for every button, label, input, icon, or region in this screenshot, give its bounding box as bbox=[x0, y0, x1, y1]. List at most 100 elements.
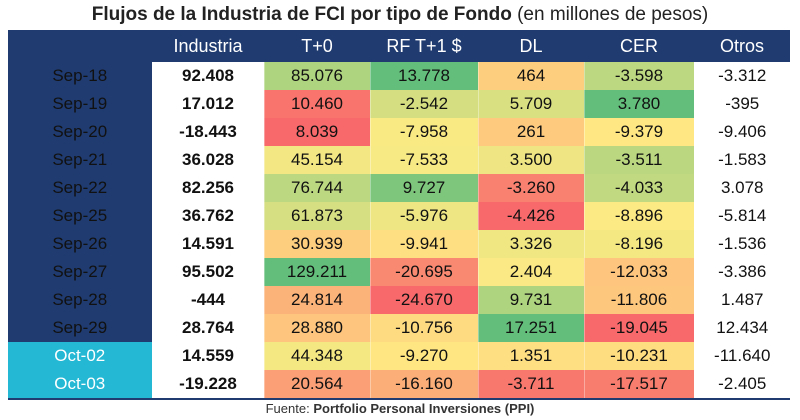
header-corner bbox=[8, 30, 152, 62]
row-label: Sep-28 bbox=[8, 286, 152, 314]
table-cell: -11.640 bbox=[693, 342, 790, 370]
row-label: Sep-19 bbox=[8, 90, 152, 118]
row-label: Sep-18 bbox=[8, 62, 152, 90]
table-cell: 82.256 bbox=[151, 174, 264, 202]
table-cell: -3.260 bbox=[477, 174, 584, 202]
table-cell: 9.727 bbox=[369, 174, 478, 202]
row-label: Oct-02 bbox=[8, 342, 152, 370]
table-cell: -10.231 bbox=[583, 342, 694, 370]
table-cell: 28.764 bbox=[151, 314, 264, 342]
table-cell: -3.312 bbox=[693, 62, 790, 90]
table-cell: 1.351 bbox=[477, 342, 584, 370]
table-cell: 261 bbox=[477, 118, 584, 146]
table-cell: 28.880 bbox=[263, 314, 370, 342]
row-label: Sep-22 bbox=[8, 174, 152, 202]
table-cell: 24.814 bbox=[263, 286, 370, 314]
row-label: Sep-21 bbox=[8, 146, 152, 174]
table-cell: -3.711 bbox=[477, 370, 584, 398]
table-cell: 3.500 bbox=[477, 146, 584, 174]
table-cell: -12.033 bbox=[583, 258, 694, 286]
table-cell: 1.487 bbox=[693, 286, 790, 314]
table-cell: -20.695 bbox=[369, 258, 478, 286]
table-cell: 95.502 bbox=[151, 258, 264, 286]
table-cell: -9.270 bbox=[369, 342, 478, 370]
table-cell: -9.379 bbox=[583, 118, 694, 146]
title-main: Flujos de la Industria de FCI por tipo d… bbox=[91, 4, 512, 25]
table-cell: -5.814 bbox=[693, 202, 790, 230]
table-cell: 3.326 bbox=[477, 230, 584, 258]
table-cell: 76.744 bbox=[263, 174, 370, 202]
column-header: Otros bbox=[694, 30, 790, 62]
table-cell: 30.939 bbox=[263, 230, 370, 258]
flows-table: Industria T+0 RF T+1 $ DL CER Otros Sep-18 92.… bbox=[8, 30, 790, 398]
table-cell: 85.076 bbox=[263, 62, 370, 90]
row-label: Sep-27 bbox=[8, 258, 152, 286]
table-cell: 3.078 bbox=[693, 174, 790, 202]
table-cell: 129.211 bbox=[263, 258, 370, 286]
table-cell: -8.896 bbox=[583, 202, 694, 230]
table-cell: -24.670 bbox=[369, 286, 478, 314]
source-prefix: Fuente: bbox=[265, 401, 310, 416]
table-cell: -5.976 bbox=[369, 202, 478, 230]
table-row: Oct-02 14.559 44.348 -9.270 1.351 -10.231 -11.… bbox=[8, 342, 790, 370]
table-row: Sep-19 17.012 10.460 -2.542 5.709 3.780 -395 bbox=[8, 90, 790, 118]
table-cell: 36.762 bbox=[151, 202, 264, 230]
table-row: Sep-28 -444 24.814 -24.670 9.731 -11.806 1.487 bbox=[8, 286, 790, 314]
row-label: Sep-29 bbox=[8, 314, 152, 342]
source-note: Fuente: Portfolio Personal Inversiones (… bbox=[0, 401, 800, 416]
row-label: Sep-20 bbox=[8, 118, 152, 146]
table-cell: -1.536 bbox=[693, 230, 790, 258]
table-cell: 2.404 bbox=[477, 258, 584, 286]
table-cell: -395 bbox=[693, 90, 790, 118]
title-sub: (en millones de pesos) bbox=[517, 4, 709, 25]
row-label: Oct-03 bbox=[8, 370, 152, 398]
header-row: Industria T+0 RF T+1 $ DL CER Otros bbox=[8, 30, 790, 62]
table-cell: -19.045 bbox=[583, 314, 694, 342]
table-cell: -3.598 bbox=[583, 62, 694, 90]
table-row: Sep-29 28.764 28.880 -10.756 17.251 -19.045 12… bbox=[8, 314, 790, 342]
table-row: Sep-27 95.502 129.211 -20.695 2.404 -12.033 -3… bbox=[8, 258, 790, 286]
table-cell: -3.511 bbox=[583, 146, 694, 174]
table-row: Oct-03 -19.228 20.564 -16.160 -3.711 -17.517-… bbox=[8, 370, 790, 398]
table-cell: -16.160 bbox=[369, 370, 478, 398]
row-label: Sep-25 bbox=[8, 202, 152, 230]
column-header: Industria bbox=[152, 30, 264, 62]
table-row: Sep-18 92.408 85.076 13.778 464 -3.598 -3.312 bbox=[8, 62, 790, 90]
table-cell: 3.780 bbox=[583, 90, 694, 118]
table-cell: 464 bbox=[477, 62, 584, 90]
table-cell: -8.196 bbox=[583, 230, 694, 258]
table-cell: -7.533 bbox=[369, 146, 478, 174]
table-row: Sep-25 36.762 61.873 -5.976 -4.426 -8.896 -5.8… bbox=[8, 202, 790, 230]
table-cell: 14.559 bbox=[151, 342, 264, 370]
column-header: RF T+1 $ bbox=[370, 30, 478, 62]
column-header: T+0 bbox=[264, 30, 370, 62]
table-cell: 45.154 bbox=[263, 146, 370, 174]
table-row: Sep-20 -18.443 8.039 -7.958 261 -9.379 -9.406 bbox=[8, 118, 790, 146]
source-name: Portfolio Personal Inversiones (PPI) bbox=[313, 401, 535, 416]
chart-title: Flujos de la Industria de FCI por tipo d… bbox=[0, 4, 800, 26]
column-header: CER bbox=[584, 30, 694, 62]
table-cell: 10.460 bbox=[263, 90, 370, 118]
table-cell: 17.251 bbox=[477, 314, 584, 342]
table-cell: -11.806 bbox=[583, 286, 694, 314]
table-cell: -3.386 bbox=[693, 258, 790, 286]
table-cell: 12.434 bbox=[693, 314, 790, 342]
table-cell: 44.348 bbox=[263, 342, 370, 370]
table-cell: 61.873 bbox=[263, 202, 370, 230]
table-cell: -2.542 bbox=[369, 90, 478, 118]
column-header: DL bbox=[478, 30, 584, 62]
table-cell: -444 bbox=[151, 286, 264, 314]
table-cell: 92.408 bbox=[151, 62, 264, 90]
table-cell: -17.517 bbox=[583, 370, 694, 398]
table-cell: 8.039 bbox=[263, 118, 370, 146]
table-cell: 13.778 bbox=[369, 62, 478, 90]
table-cell: -4.033 bbox=[583, 174, 694, 202]
table-cell: 20.564 bbox=[263, 370, 370, 398]
table-cell: 5.709 bbox=[477, 90, 584, 118]
table-cell: 36.028 bbox=[151, 146, 264, 174]
table-row: Sep-21 36.028 45.154 -7.533 3.500 -3.511 -1.58… bbox=[8, 146, 790, 174]
table-cell: 17.012 bbox=[151, 90, 264, 118]
table-cell: -19.228 bbox=[151, 370, 264, 398]
table-cell: -18.443 bbox=[151, 118, 264, 146]
table-cell: -4.426 bbox=[477, 202, 584, 230]
